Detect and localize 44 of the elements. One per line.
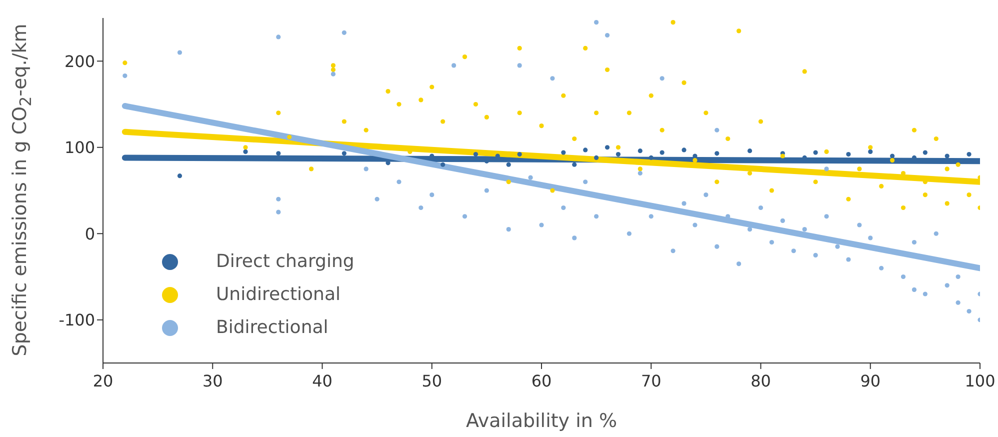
x-tick-label: 50	[422, 371, 442, 390]
x-tick-label: 100	[964, 371, 996, 390]
point	[506, 162, 511, 167]
y-tick-label: -100	[58, 310, 95, 330]
point	[648, 155, 654, 160]
y-tick-label: 100	[64, 138, 95, 158]
point	[944, 154, 950, 158]
point	[846, 152, 851, 157]
x-axis-title: Availability in %	[466, 410, 618, 432]
y-tick-label: 200	[64, 52, 95, 71]
point	[682, 148, 686, 152]
x-tick-label: 80	[750, 371, 771, 390]
point	[616, 152, 621, 157]
point	[177, 174, 182, 178]
x-tick-label: 20	[92, 371, 114, 390]
point	[714, 151, 720, 156]
point	[604, 145, 610, 150]
point	[473, 152, 478, 157]
x-tick-label: 60	[531, 371, 552, 390]
x-tick-label: 90	[860, 371, 881, 390]
point	[594, 155, 599, 160]
point	[561, 150, 566, 155]
point	[922, 150, 928, 155]
x-tick-label: 30	[202, 371, 223, 390]
point	[747, 148, 752, 154]
point	[342, 151, 346, 156]
point	[868, 149, 873, 154]
point	[813, 150, 818, 155]
legend-label: Unidirectional	[216, 284, 340, 305]
point	[638, 148, 642, 154]
point	[660, 150, 664, 155]
x-tick-label: 70	[640, 371, 662, 390]
point	[572, 162, 577, 167]
point	[243, 149, 248, 154]
point	[517, 152, 522, 157]
point	[440, 162, 446, 167]
point	[583, 148, 588, 152]
y-tick-label: 0	[84, 224, 95, 244]
x-tick-label: 40	[312, 371, 332, 390]
legend-label: Direct charging	[216, 251, 354, 272]
legend-label: Bidirectional	[216, 317, 328, 338]
point	[890, 154, 895, 158]
point	[966, 152, 972, 157]
point	[276, 151, 281, 156]
